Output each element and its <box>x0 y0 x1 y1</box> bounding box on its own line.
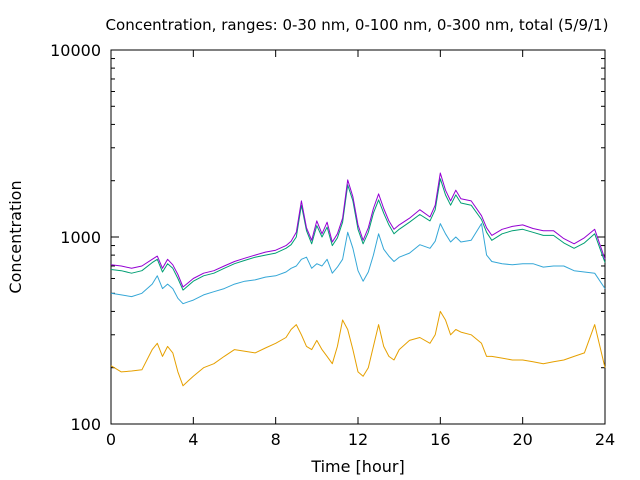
x-tick-label: 4 <box>188 430 198 449</box>
x-tick-label: 0 <box>106 430 116 449</box>
series-line-4 <box>110 172 606 288</box>
y-tick-label: 1000 <box>60 228 101 247</box>
series-group <box>110 172 606 387</box>
series-line-3 <box>110 178 606 291</box>
axis-ticks: 0 4 8 12 16 20 24 100 1000 10000 <box>50 41 615 449</box>
y-axis-label: Concentration <box>6 180 25 293</box>
x-tick-label: 12 <box>348 430 368 449</box>
x-tick-label: 24 <box>595 430 615 449</box>
y-tick-label: 100 <box>70 415 101 434</box>
series-line-1 <box>110 310 606 387</box>
series-line-2 <box>110 223 606 305</box>
chart-title: Concentration, ranges: 0-30 nm, 0-100 nm… <box>106 16 609 34</box>
y-tick-label: 10000 <box>50 41 101 60</box>
x-tick-label: 16 <box>430 430 450 449</box>
plot-frame <box>110 49 606 425</box>
x-tick-label: 8 <box>271 430 281 449</box>
x-axis-label: Time [hour] <box>310 457 404 476</box>
x-tick-label: 20 <box>512 430 532 449</box>
